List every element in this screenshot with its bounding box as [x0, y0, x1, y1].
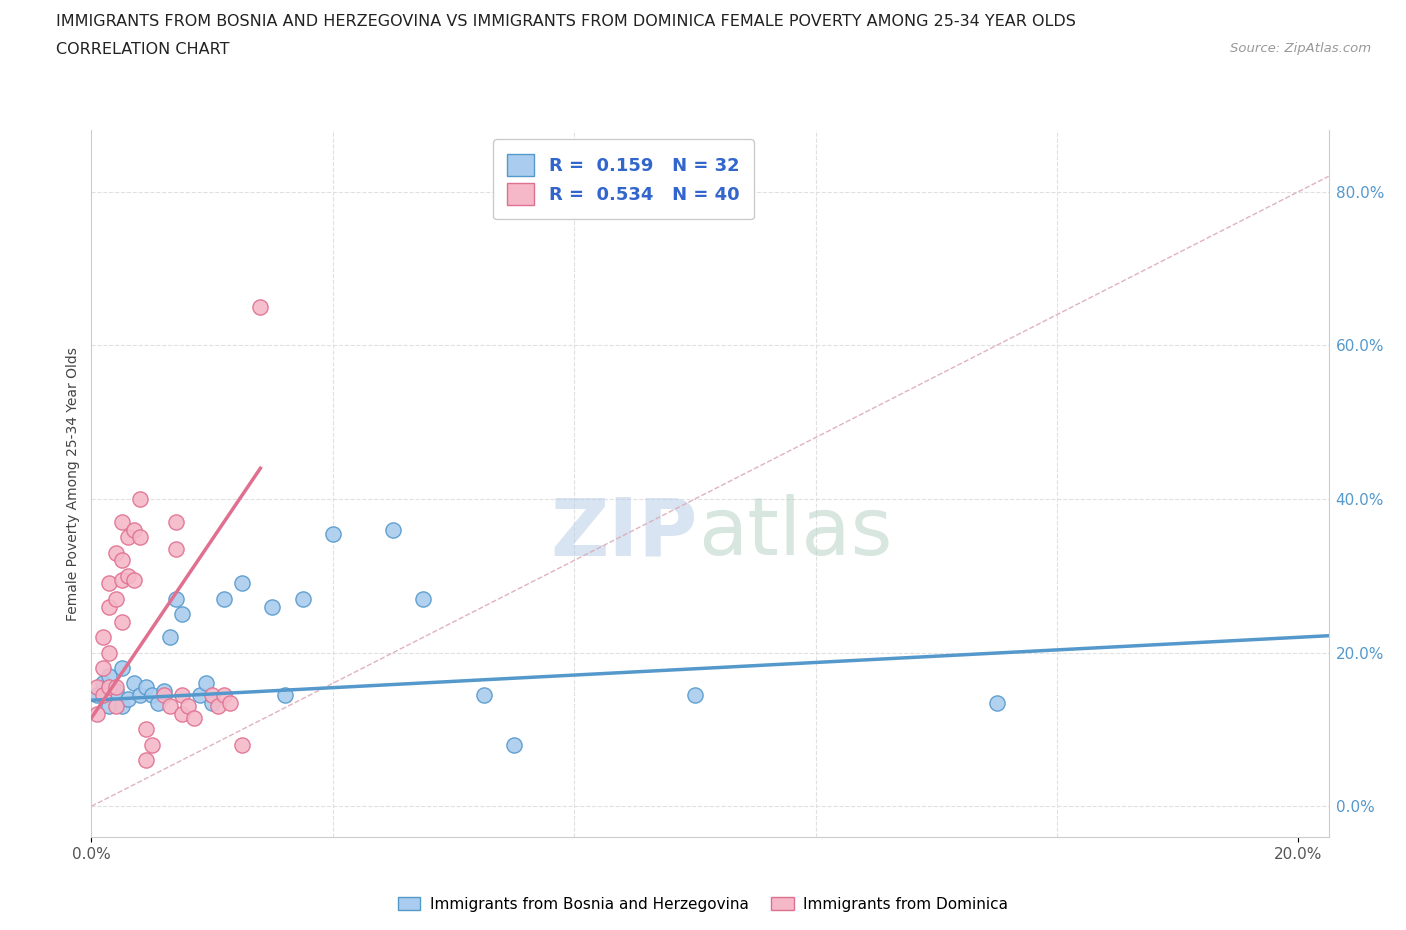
Point	[93, 676, 115, 691]
Point	[412, 591, 434, 606]
Point	[262, 599, 284, 614]
Point	[117, 530, 139, 545]
Point	[104, 545, 127, 560]
Legend: Immigrants from Bosnia and Herzegovina, Immigrants from Dominica: Immigrants from Bosnia and Herzegovina, …	[391, 890, 1015, 918]
Point	[472, 687, 495, 702]
Point	[683, 687, 706, 702]
Point	[188, 687, 211, 702]
Point	[104, 684, 127, 698]
Point	[93, 687, 115, 702]
Point	[135, 752, 157, 767]
Point	[104, 591, 127, 606]
Point	[110, 572, 132, 587]
Point	[170, 687, 193, 702]
Point	[122, 572, 145, 587]
Point	[98, 599, 121, 614]
Point	[273, 687, 295, 702]
Point	[141, 737, 163, 752]
Point	[291, 591, 314, 606]
Point	[135, 680, 157, 695]
Point	[212, 687, 235, 702]
Point	[502, 737, 524, 752]
Point	[86, 680, 108, 695]
Text: Source: ZipAtlas.com: Source: ZipAtlas.com	[1230, 42, 1371, 55]
Text: atlas: atlas	[697, 494, 891, 572]
Point	[382, 523, 405, 538]
Point	[177, 699, 200, 714]
Point	[98, 680, 121, 695]
Point	[98, 699, 121, 714]
Point	[93, 630, 115, 644]
Point	[153, 687, 176, 702]
Point	[110, 660, 132, 675]
Point	[231, 737, 253, 752]
Point	[165, 591, 187, 606]
Point	[207, 699, 229, 714]
Point	[128, 530, 150, 545]
Point	[146, 695, 169, 710]
Point	[159, 699, 181, 714]
Point	[212, 591, 235, 606]
Point	[141, 687, 163, 702]
Point	[165, 514, 187, 529]
Point	[122, 523, 145, 538]
Point	[170, 707, 193, 722]
Point	[110, 615, 132, 630]
Point	[219, 695, 242, 710]
Point	[322, 526, 344, 541]
Point	[183, 711, 205, 725]
Text: CORRELATION CHART: CORRELATION CHART	[56, 42, 229, 57]
Text: IMMIGRANTS FROM BOSNIA AND HERZEGOVINA VS IMMIGRANTS FROM DOMINICA FEMALE POVERT: IMMIGRANTS FROM BOSNIA AND HERZEGOVINA V…	[56, 14, 1076, 29]
Point	[98, 669, 121, 684]
Point	[110, 699, 132, 714]
Text: ZIP: ZIP	[550, 494, 697, 572]
Point	[93, 660, 115, 675]
Point	[201, 695, 224, 710]
Point	[231, 576, 253, 591]
Point	[117, 691, 139, 706]
Point	[170, 606, 193, 621]
Point	[986, 695, 1008, 710]
Point	[98, 645, 121, 660]
Point	[165, 541, 187, 556]
Point	[117, 568, 139, 583]
Point	[153, 684, 176, 698]
Point	[135, 722, 157, 737]
Point	[104, 680, 127, 695]
Point	[122, 676, 145, 691]
Point	[110, 553, 132, 568]
Point	[128, 687, 150, 702]
Point	[201, 687, 224, 702]
Point	[195, 676, 218, 691]
Point	[104, 699, 127, 714]
Point	[98, 576, 121, 591]
Point	[86, 707, 108, 722]
Point	[110, 514, 132, 529]
Point	[128, 492, 150, 507]
Point	[86, 687, 108, 702]
Point	[249, 299, 271, 314]
Point	[159, 630, 181, 644]
Y-axis label: Female Poverty Among 25-34 Year Olds: Female Poverty Among 25-34 Year Olds	[66, 347, 80, 620]
Legend: R =  0.159   N = 32, R =  0.534   N = 40: R = 0.159 N = 32, R = 0.534 N = 40	[494, 140, 754, 219]
